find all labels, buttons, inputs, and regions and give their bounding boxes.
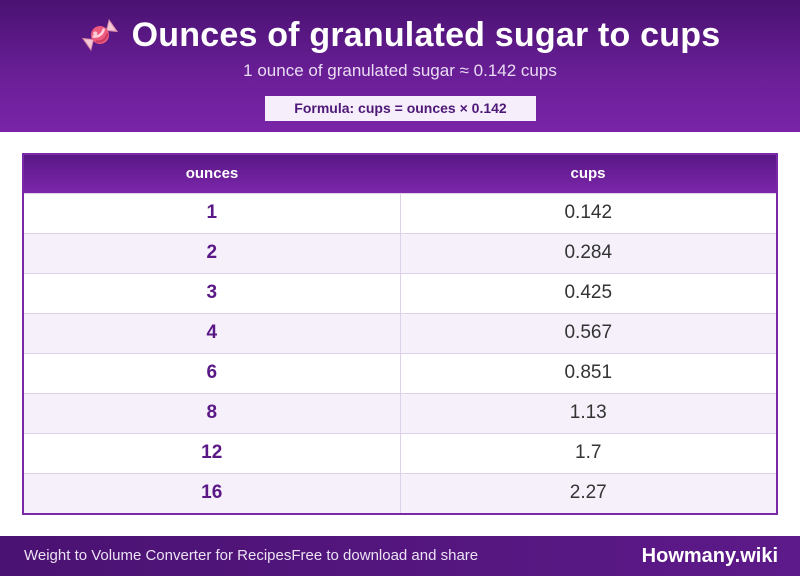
footer-caption: Weight to Volume Converter for RecipesFr… [24, 536, 478, 576]
table-row: 3 0.425 [24, 272, 776, 313]
brand-logo-text: Howmany.wiki [641, 545, 778, 567]
ounces-cell: 16 [24, 472, 401, 513]
footer-share-note: Free to download and share [291, 547, 479, 564]
column-header-ounces: ounces [24, 155, 400, 193]
table-row: 16 2.27 [24, 472, 776, 513]
table-row: 4 0.567 [24, 312, 776, 353]
formula-badge: Formula: cups = ounces × 0.142 [265, 96, 536, 121]
candy-icon [80, 15, 120, 55]
ounces-cell: 12 [24, 432, 401, 473]
conversion-table-grid: ounces cups 1 0.142 2 0.284 3 0.425 4 0.… [24, 155, 776, 513]
table-header-row: ounces cups [24, 155, 776, 193]
column-header-cups: cups [400, 155, 776, 193]
page-subtitle: 1 ounce of granulated sugar ≈ 0.142 cups [243, 61, 557, 80]
table-row: 12 1.7 [24, 432, 776, 473]
cups-cell: 0.851 [400, 352, 776, 393]
cups-cell: 0.284 [400, 232, 776, 273]
cups-cell: 1.13 [400, 392, 776, 433]
cups-cell: 0.567 [400, 312, 776, 353]
header-banner: Ounces of granulated sugar to cups 1 oun… [0, 0, 800, 132]
page-title: Ounces of granulated sugar to cups [131, 16, 721, 54]
table-row: 1 0.142 [24, 192, 776, 233]
ounces-cell: 1 [24, 192, 401, 233]
table-row: 2 0.284 [24, 232, 776, 273]
ounces-cell: 8 [24, 392, 401, 433]
cups-cell: 2.27 [400, 472, 776, 513]
cups-cell: 0.425 [400, 272, 776, 313]
table-row: 8 1.13 [24, 392, 776, 433]
ounces-cell: 4 [24, 312, 401, 353]
table-row: 6 0.851 [24, 352, 776, 393]
title-row: Ounces of granulated sugar to cups [0, 14, 800, 56]
footer-bar: Weight to Volume Converter for RecipesFr… [0, 536, 800, 576]
ounces-cell: 2 [24, 232, 401, 273]
cups-cell: 1.7 [400, 432, 776, 473]
conversion-table: ounces cups 1 0.142 2 0.284 3 0.425 4 0.… [22, 153, 778, 515]
cups-cell: 0.142 [400, 192, 776, 233]
footer-converter-name: Weight to Volume Converter for Recipes [24, 547, 292, 564]
ounces-cell: 3 [24, 272, 401, 313]
ounces-cell: 6 [24, 352, 401, 393]
